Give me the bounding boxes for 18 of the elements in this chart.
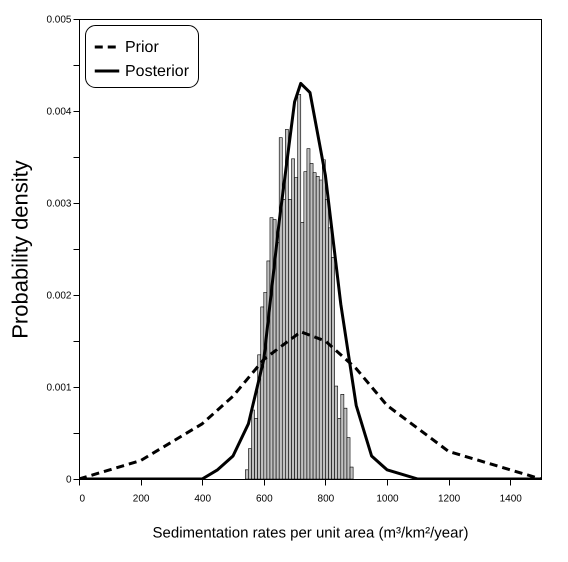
x-tick-label: 0 — [80, 494, 86, 504]
y-axis-title: Probability density — [7, 160, 32, 339]
x-tick-label: 1000 — [376, 494, 400, 504]
x-tick-label: 800 — [318, 494, 335, 504]
y-tick-label: 0.004 — [46, 106, 72, 118]
x-axis-title: Sedimentation rates per unit area (m³/km²/year) — [152, 524, 468, 542]
legend-label: Posterior — [125, 63, 190, 80]
y-tick-label: 0.005 — [46, 14, 72, 26]
legend-label: Prior — [125, 39, 160, 56]
y-tick-label: 0.001 — [46, 382, 72, 394]
x-tick-label: 400 — [194, 494, 212, 504]
x-tick-label: 1400 — [500, 494, 522, 504]
y-tick-label: 0.003 — [46, 198, 72, 210]
y-tick-label: 0.002 — [46, 290, 72, 302]
x-tick-label: 200 — [132, 494, 150, 504]
y-tick-label: 0 — [66, 474, 72, 486]
x-tick-label: 1200 — [438, 494, 461, 504]
x-tick-label: 600 — [256, 494, 274, 504]
